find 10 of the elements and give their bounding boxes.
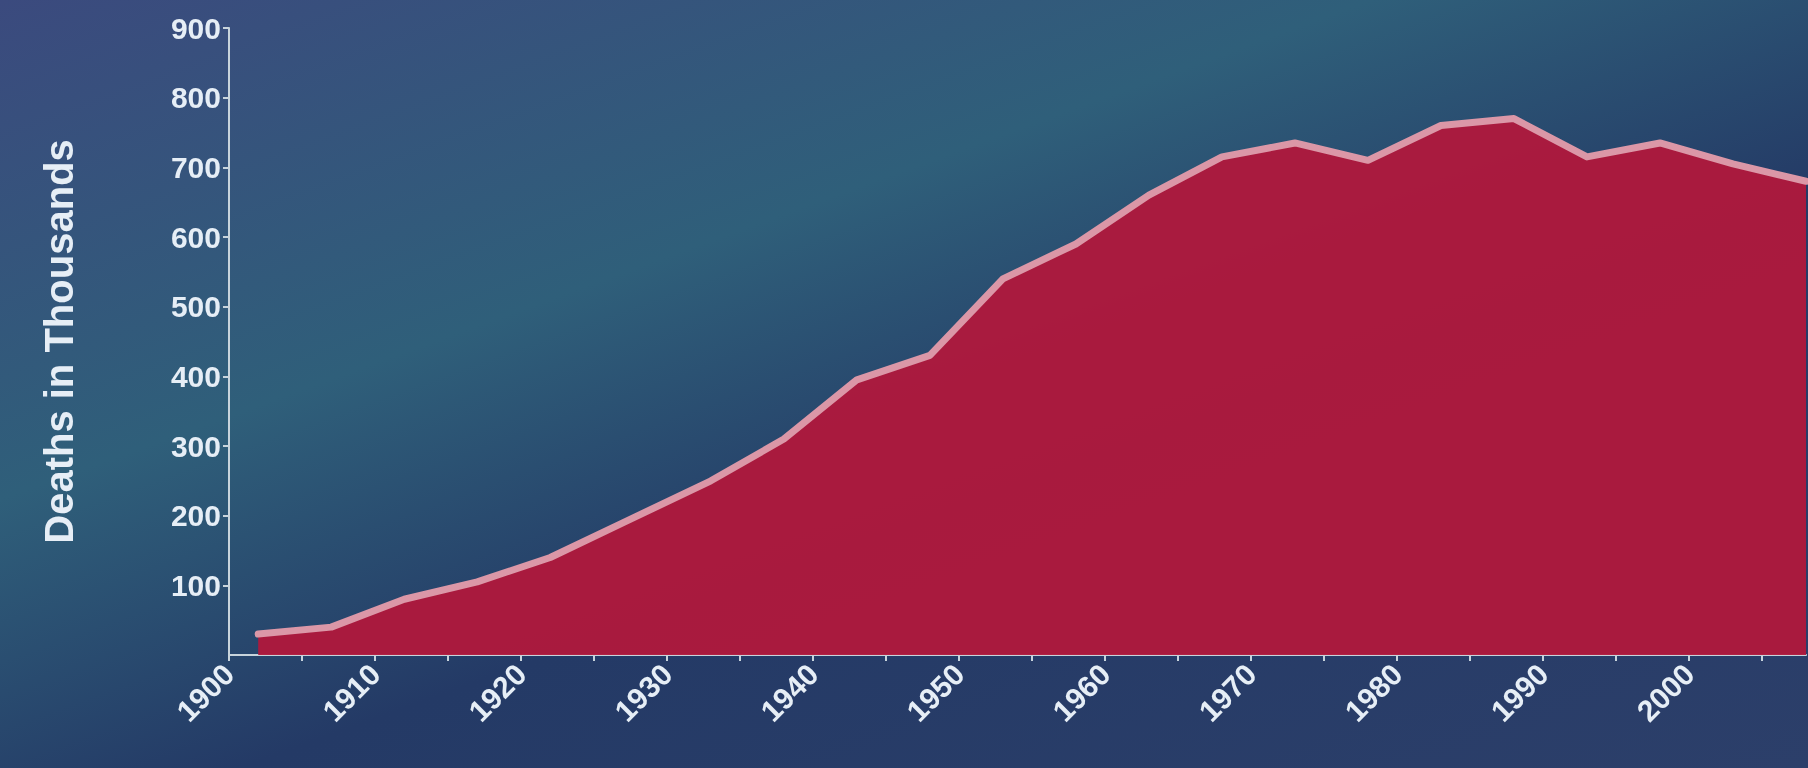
y-tick-label: 800: [170, 81, 221, 115]
y-tick-label: 200: [170, 499, 221, 533]
y-axis-title: Deaths in Thousands: [37, 139, 81, 544]
y-tick-label: 100: [170, 568, 221, 602]
y-tick-label: 600: [170, 220, 221, 254]
y-tick-label: 400: [170, 359, 221, 393]
y-tick-label: 700: [170, 150, 221, 184]
y-tick-label: 900: [170, 11, 221, 45]
y-tick-label: 300: [170, 429, 221, 463]
y-tick-label: 500: [170, 290, 221, 324]
